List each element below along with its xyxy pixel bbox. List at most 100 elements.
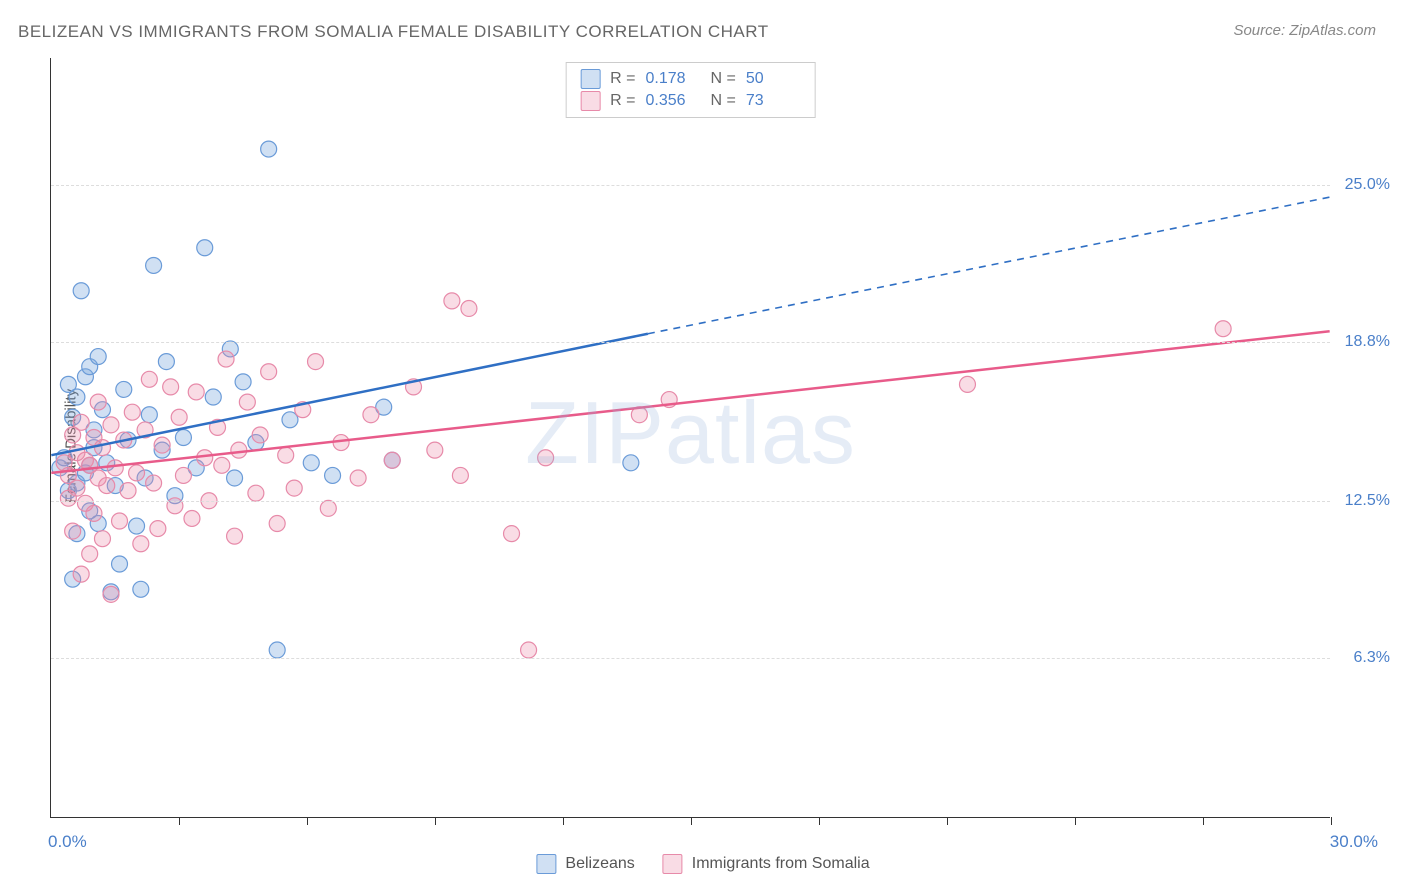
swatch-series-1 [580, 69, 600, 89]
scatter-point [538, 450, 554, 466]
scatter-point [124, 404, 140, 420]
scatter-point [146, 475, 162, 491]
x-tick [435, 817, 436, 825]
scatter-point [452, 467, 468, 483]
y-tick-label: 6.3% [1354, 649, 1390, 667]
r-label: R = [610, 70, 635, 88]
x-tick [819, 817, 820, 825]
chart-title: BELIZEAN VS IMMIGRANTS FROM SOMALIA FEMA… [18, 22, 769, 42]
scatter-point [103, 417, 119, 433]
gridline [51, 658, 1330, 659]
scatter-point [73, 283, 89, 299]
x-tick [179, 817, 180, 825]
scatter-point [623, 455, 639, 471]
scatter-point [218, 351, 234, 367]
scatter-point [227, 528, 243, 544]
scatter-point [146, 257, 162, 273]
gridline [51, 501, 1330, 502]
scatter-point [154, 437, 170, 453]
scatter-point [444, 293, 460, 309]
r-value-2: 0.356 [646, 92, 701, 110]
scatter-point [350, 470, 366, 486]
scatter-point [141, 407, 157, 423]
gridline [51, 342, 1330, 343]
x-tick [563, 817, 564, 825]
scatter-point [504, 526, 520, 542]
scatter-point [269, 516, 285, 532]
plot-area: ZIPatlas R = 0.178 N = 50 R = 0.356 N = … [50, 58, 1330, 818]
scatter-point [90, 394, 106, 410]
scatter-point [227, 470, 243, 486]
legend-item: Immigrants from Somalia [663, 854, 870, 874]
swatch-series-2 [663, 854, 683, 874]
scatter-point [239, 394, 255, 410]
scatter-point [427, 442, 443, 458]
scatter-point [116, 381, 132, 397]
scatter-point [197, 240, 213, 256]
scatter-point [129, 465, 145, 481]
scatter-point [69, 389, 85, 405]
scatter-point [65, 523, 81, 539]
series-legend: Belizeans Immigrants from Somalia [536, 854, 869, 874]
scatter-point [73, 566, 89, 582]
scatter-point [261, 364, 277, 380]
scatter-point [73, 414, 89, 430]
n-value-2: 73 [746, 92, 801, 110]
scatter-point [959, 376, 975, 392]
scatter-point [82, 546, 98, 562]
scatter-point [269, 642, 285, 658]
scatter-point [129, 518, 145, 534]
scatter-point [248, 485, 264, 501]
scatter-point [235, 374, 251, 390]
n-value-1: 50 [746, 70, 801, 88]
scatter-point [94, 440, 110, 456]
scatter-point [175, 430, 191, 446]
scatter-point [308, 354, 324, 370]
scatter-point [384, 452, 400, 468]
scatter-point [171, 409, 187, 425]
scatter-point [320, 500, 336, 516]
scatter-point [69, 480, 85, 496]
x-tick [947, 817, 948, 825]
legend-item: Belizeans [536, 854, 634, 874]
correlation-legend-row: R = 0.356 N = 73 [580, 90, 801, 112]
correlation-legend-row: R = 0.178 N = 50 [580, 68, 801, 90]
legend-label: Immigrants from Somalia [692, 855, 870, 873]
n-label: N = [711, 70, 736, 88]
y-tick-label: 12.5% [1345, 492, 1390, 510]
scatter-point [94, 531, 110, 547]
x-tick [1203, 817, 1204, 825]
chart-container: BELIZEAN VS IMMIGRANTS FROM SOMALIA FEMA… [0, 0, 1406, 892]
n-label: N = [711, 92, 736, 110]
trend-line-solid [51, 334, 648, 455]
scatter-point [86, 505, 102, 521]
x-tick [1331, 817, 1332, 825]
x-tick [307, 817, 308, 825]
scatter-point [1215, 321, 1231, 337]
scatter-point [133, 536, 149, 552]
scatter-point [363, 407, 379, 423]
scatter-point [150, 521, 166, 537]
scatter-point [99, 478, 115, 494]
plot-svg [51, 58, 1330, 817]
scatter-point [184, 510, 200, 526]
scatter-point [205, 389, 221, 405]
correlation-legend: R = 0.178 N = 50 R = 0.356 N = 73 [565, 62, 816, 118]
x-axis-start-label: 0.0% [48, 832, 87, 852]
scatter-point [90, 349, 106, 365]
scatter-point [252, 427, 268, 443]
x-tick [1075, 817, 1076, 825]
scatter-point [133, 581, 149, 597]
scatter-point [261, 141, 277, 157]
y-tick-label: 25.0% [1345, 176, 1390, 194]
gridline [51, 185, 1330, 186]
swatch-series-2 [580, 91, 600, 111]
scatter-point [141, 371, 157, 387]
x-tick [691, 817, 692, 825]
scatter-point [163, 379, 179, 395]
scatter-point [521, 642, 537, 658]
scatter-point [112, 556, 128, 572]
scatter-point [303, 455, 319, 471]
r-label: R = [610, 92, 635, 110]
scatter-point [278, 447, 294, 463]
